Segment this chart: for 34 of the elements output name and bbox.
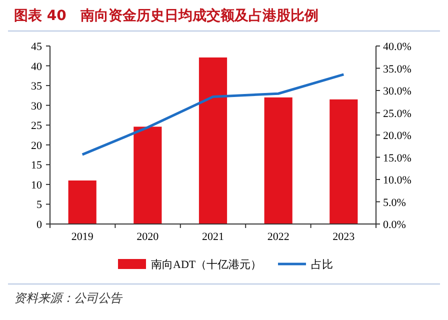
y-tick-label: 10 [31,179,42,192]
bar [68,180,96,224]
y-tick-label: 20 [31,140,42,152]
legend-label: 南向ADT（十亿港元） [151,258,262,271]
x-tick-label: 2020 [136,231,160,243]
y-tick-label: 25 [31,120,42,132]
bar [134,126,162,224]
y2-tick-label: 0.0% [383,219,406,231]
line-series [81,73,345,156]
y2-tick-label: 40.0% [383,41,412,53]
y-tick-label: 0 [36,219,42,231]
y-tick-label: 45 [31,41,42,53]
y-tick-label: 5 [36,199,42,212]
y2-tick-label: 35.0% [383,63,412,76]
x-tick-label: 2022 [267,231,290,243]
y2-tick-label: 10.0% [383,174,412,186]
chart-title: 图表 40 南向资金历史日均成交额及占港股比例 [14,7,318,24]
y2-tick-label: 15.0% [383,152,412,164]
y2-tick-label: 25.0% [383,108,412,120]
y-tick-label: 30 [31,100,42,112]
x-tick-label: 2023 [332,231,356,243]
x-tick-label: 2019 [71,231,94,243]
bar [330,99,358,224]
legend-label: 占比 [311,258,333,271]
y2-tick-label: 20.0% [383,130,412,142]
y-tick-label: 35 [31,80,42,93]
bar [198,57,228,224]
y2-tick-label: 30.0% [383,86,412,98]
y2-tick-label: 5.0% [383,196,406,209]
text: 资料来源：公司公告 [14,291,123,305]
bar [264,97,292,224]
y-tick-label: 40 [31,60,42,73]
x-tick-label: 2021 [202,231,224,243]
y-tick-label: 15 [31,160,42,172]
